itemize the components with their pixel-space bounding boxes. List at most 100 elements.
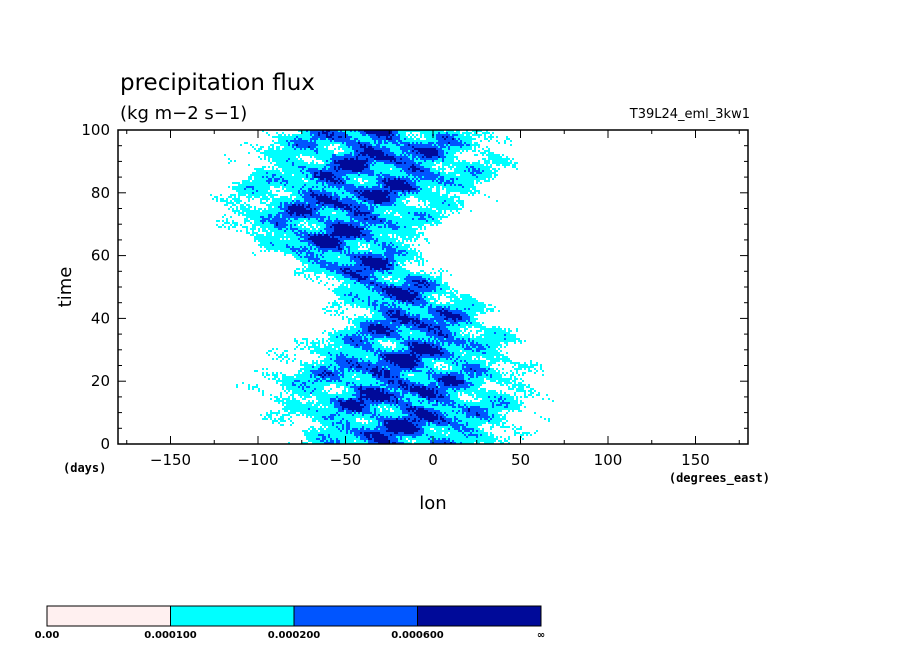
field-segment — [428, 282, 436, 284]
field-segment — [380, 388, 382, 390]
field-segment — [360, 396, 390, 398]
field-segment — [352, 432, 354, 434]
field-segment — [484, 162, 490, 164]
field-segment — [450, 422, 458, 424]
field-segment — [356, 280, 358, 282]
field-segment — [434, 428, 442, 430]
field-segment — [344, 248, 348, 250]
field-segment — [350, 344, 356, 346]
field-segment — [448, 404, 454, 406]
field-segment — [426, 296, 428, 298]
field-segment — [456, 376, 464, 378]
field-segment — [418, 396, 422, 398]
field-segment — [282, 378, 316, 380]
field-segment — [442, 366, 446, 368]
field-segment — [466, 142, 472, 144]
field-segment — [420, 152, 438, 154]
field-segment — [296, 214, 300, 216]
field-segment — [462, 150, 464, 152]
field-segment — [418, 244, 420, 246]
field-segment — [416, 318, 418, 320]
field-segment — [376, 378, 404, 380]
field-segment — [442, 354, 454, 356]
field-segment — [212, 198, 214, 200]
field-segment — [418, 264, 420, 266]
field-segment — [404, 226, 406, 228]
field-segment — [476, 414, 480, 416]
field-segment — [448, 328, 460, 330]
field-segment — [268, 354, 270, 356]
field-segment — [378, 370, 380, 372]
field-segment — [330, 354, 332, 356]
field-segment — [252, 172, 266, 174]
field-segment — [358, 190, 360, 192]
field-segment — [334, 360, 346, 362]
field-segment — [356, 384, 360, 386]
field-segment — [462, 186, 464, 188]
field-segment — [406, 382, 416, 384]
field-segment — [394, 396, 396, 398]
field-segment — [272, 160, 286, 162]
field-segment — [434, 326, 440, 328]
field-segment — [314, 256, 316, 258]
field-segment — [466, 360, 486, 362]
field-segment — [502, 400, 504, 402]
field-segment — [420, 338, 422, 340]
field-segment — [406, 300, 408, 302]
field-segment — [442, 202, 444, 204]
field-segment — [364, 264, 386, 266]
field-segment — [414, 136, 416, 138]
field-segment — [312, 374, 314, 376]
field-segment — [394, 134, 396, 136]
field-segment — [352, 136, 370, 138]
field-segment — [308, 348, 310, 350]
field-segment — [416, 152, 418, 154]
field-segment — [368, 164, 370, 166]
field-segment — [456, 360, 460, 362]
field-segment — [420, 170, 424, 172]
field-segment — [422, 260, 424, 262]
field-segment — [402, 392, 408, 394]
field-segment — [366, 286, 370, 288]
field-segment — [416, 414, 434, 416]
field-segment — [274, 396, 278, 398]
field-segment — [370, 204, 372, 206]
field-segment — [346, 206, 350, 208]
field-segment — [270, 182, 280, 184]
field-segment — [418, 292, 420, 294]
field-segment — [330, 236, 332, 238]
field-segment — [296, 258, 308, 260]
field-segment — [454, 362, 456, 364]
field-segment — [310, 162, 314, 164]
field-segment — [354, 190, 358, 192]
field-segment — [328, 436, 330, 438]
field-segment — [430, 304, 432, 306]
field-segment — [254, 254, 256, 256]
field-segment — [438, 210, 442, 212]
field-segment — [368, 300, 370, 302]
field-segment — [352, 338, 362, 340]
field-segment — [410, 370, 412, 372]
field-segment — [412, 354, 416, 356]
field-segment — [352, 198, 358, 200]
field-segment — [352, 366, 356, 368]
field-segment — [444, 352, 450, 354]
field-segment — [466, 366, 480, 368]
field-segment — [392, 408, 400, 410]
field-segment — [358, 388, 362, 390]
field-segment — [314, 186, 316, 188]
field-segment — [338, 188, 340, 190]
field-segment — [446, 184, 450, 186]
field-segment — [304, 204, 308, 206]
field-segment — [312, 360, 314, 362]
field-segment — [448, 388, 452, 390]
field-segment — [278, 134, 282, 136]
field-segment — [424, 284, 426, 286]
field-segment — [334, 208, 338, 210]
field-segment — [450, 180, 452, 182]
field-segment — [314, 232, 316, 234]
field-segment — [492, 374, 502, 376]
field-segment — [362, 202, 368, 204]
field-segment — [374, 320, 392, 322]
